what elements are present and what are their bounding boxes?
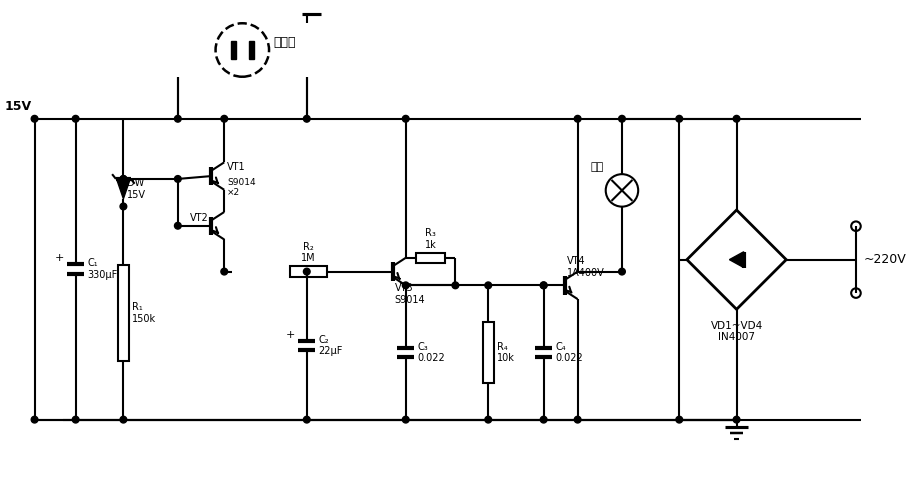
Bar — [290, 266, 327, 277]
Bar — [416, 253, 445, 263]
Text: R₄
10k: R₄ 10k — [497, 341, 515, 363]
Text: VT3
S9014: VT3 S9014 — [395, 283, 425, 305]
Circle shape — [733, 416, 740, 423]
Circle shape — [175, 176, 181, 182]
Circle shape — [619, 268, 625, 275]
Text: 触摸片: 触摸片 — [274, 36, 297, 49]
Text: R₁
150k: R₁ 150k — [132, 302, 157, 324]
Text: VT4
1A400V: VT4 1A400V — [567, 256, 604, 278]
Circle shape — [120, 176, 126, 182]
Polygon shape — [730, 252, 743, 268]
Circle shape — [733, 115, 740, 122]
Text: R₃
1k: R₃ 1k — [425, 228, 437, 250]
Text: C₂
22μF: C₂ 22μF — [318, 335, 342, 356]
Text: ~220V: ~220V — [864, 253, 906, 266]
Circle shape — [120, 416, 126, 423]
Text: 灯泡: 灯泡 — [591, 162, 604, 172]
Text: +: + — [286, 330, 296, 340]
Circle shape — [120, 203, 126, 210]
Text: VD1~VD4
IN4007: VD1~VD4 IN4007 — [711, 321, 763, 342]
Circle shape — [72, 115, 79, 122]
Circle shape — [402, 282, 410, 289]
Bar — [231, 42, 236, 58]
Circle shape — [452, 282, 459, 289]
Text: +: + — [55, 254, 65, 263]
Text: VT1: VT1 — [228, 162, 246, 172]
Text: C₃
0.022: C₃ 0.022 — [417, 341, 445, 363]
Circle shape — [485, 416, 491, 423]
Text: C₁
330μF: C₁ 330μF — [87, 258, 117, 280]
Circle shape — [574, 416, 581, 423]
Circle shape — [402, 416, 410, 423]
Circle shape — [676, 416, 682, 423]
Text: DW
15V: DW 15V — [127, 178, 147, 199]
Circle shape — [303, 115, 310, 122]
Circle shape — [402, 115, 410, 122]
Circle shape — [485, 282, 491, 289]
Circle shape — [72, 416, 79, 423]
Text: R₂
1M: R₂ 1M — [301, 242, 316, 263]
Circle shape — [541, 416, 547, 423]
Circle shape — [31, 416, 38, 423]
Text: 15V: 15V — [5, 100, 32, 113]
Text: C₄
0.022: C₄ 0.022 — [555, 341, 582, 363]
Bar — [117, 265, 129, 361]
Circle shape — [303, 268, 310, 275]
Circle shape — [541, 282, 547, 289]
Circle shape — [175, 222, 181, 229]
Bar — [249, 42, 254, 58]
Circle shape — [175, 115, 181, 122]
Circle shape — [676, 115, 682, 122]
Text: S9014
×2: S9014 ×2 — [228, 178, 256, 198]
Circle shape — [541, 282, 547, 289]
Bar — [482, 322, 494, 383]
Circle shape — [574, 115, 581, 122]
Circle shape — [221, 268, 228, 275]
Circle shape — [31, 115, 38, 122]
Text: VT2: VT2 — [189, 213, 208, 223]
Circle shape — [221, 115, 228, 122]
Circle shape — [303, 416, 310, 423]
Circle shape — [619, 115, 625, 122]
Polygon shape — [116, 179, 130, 199]
Circle shape — [120, 176, 126, 182]
